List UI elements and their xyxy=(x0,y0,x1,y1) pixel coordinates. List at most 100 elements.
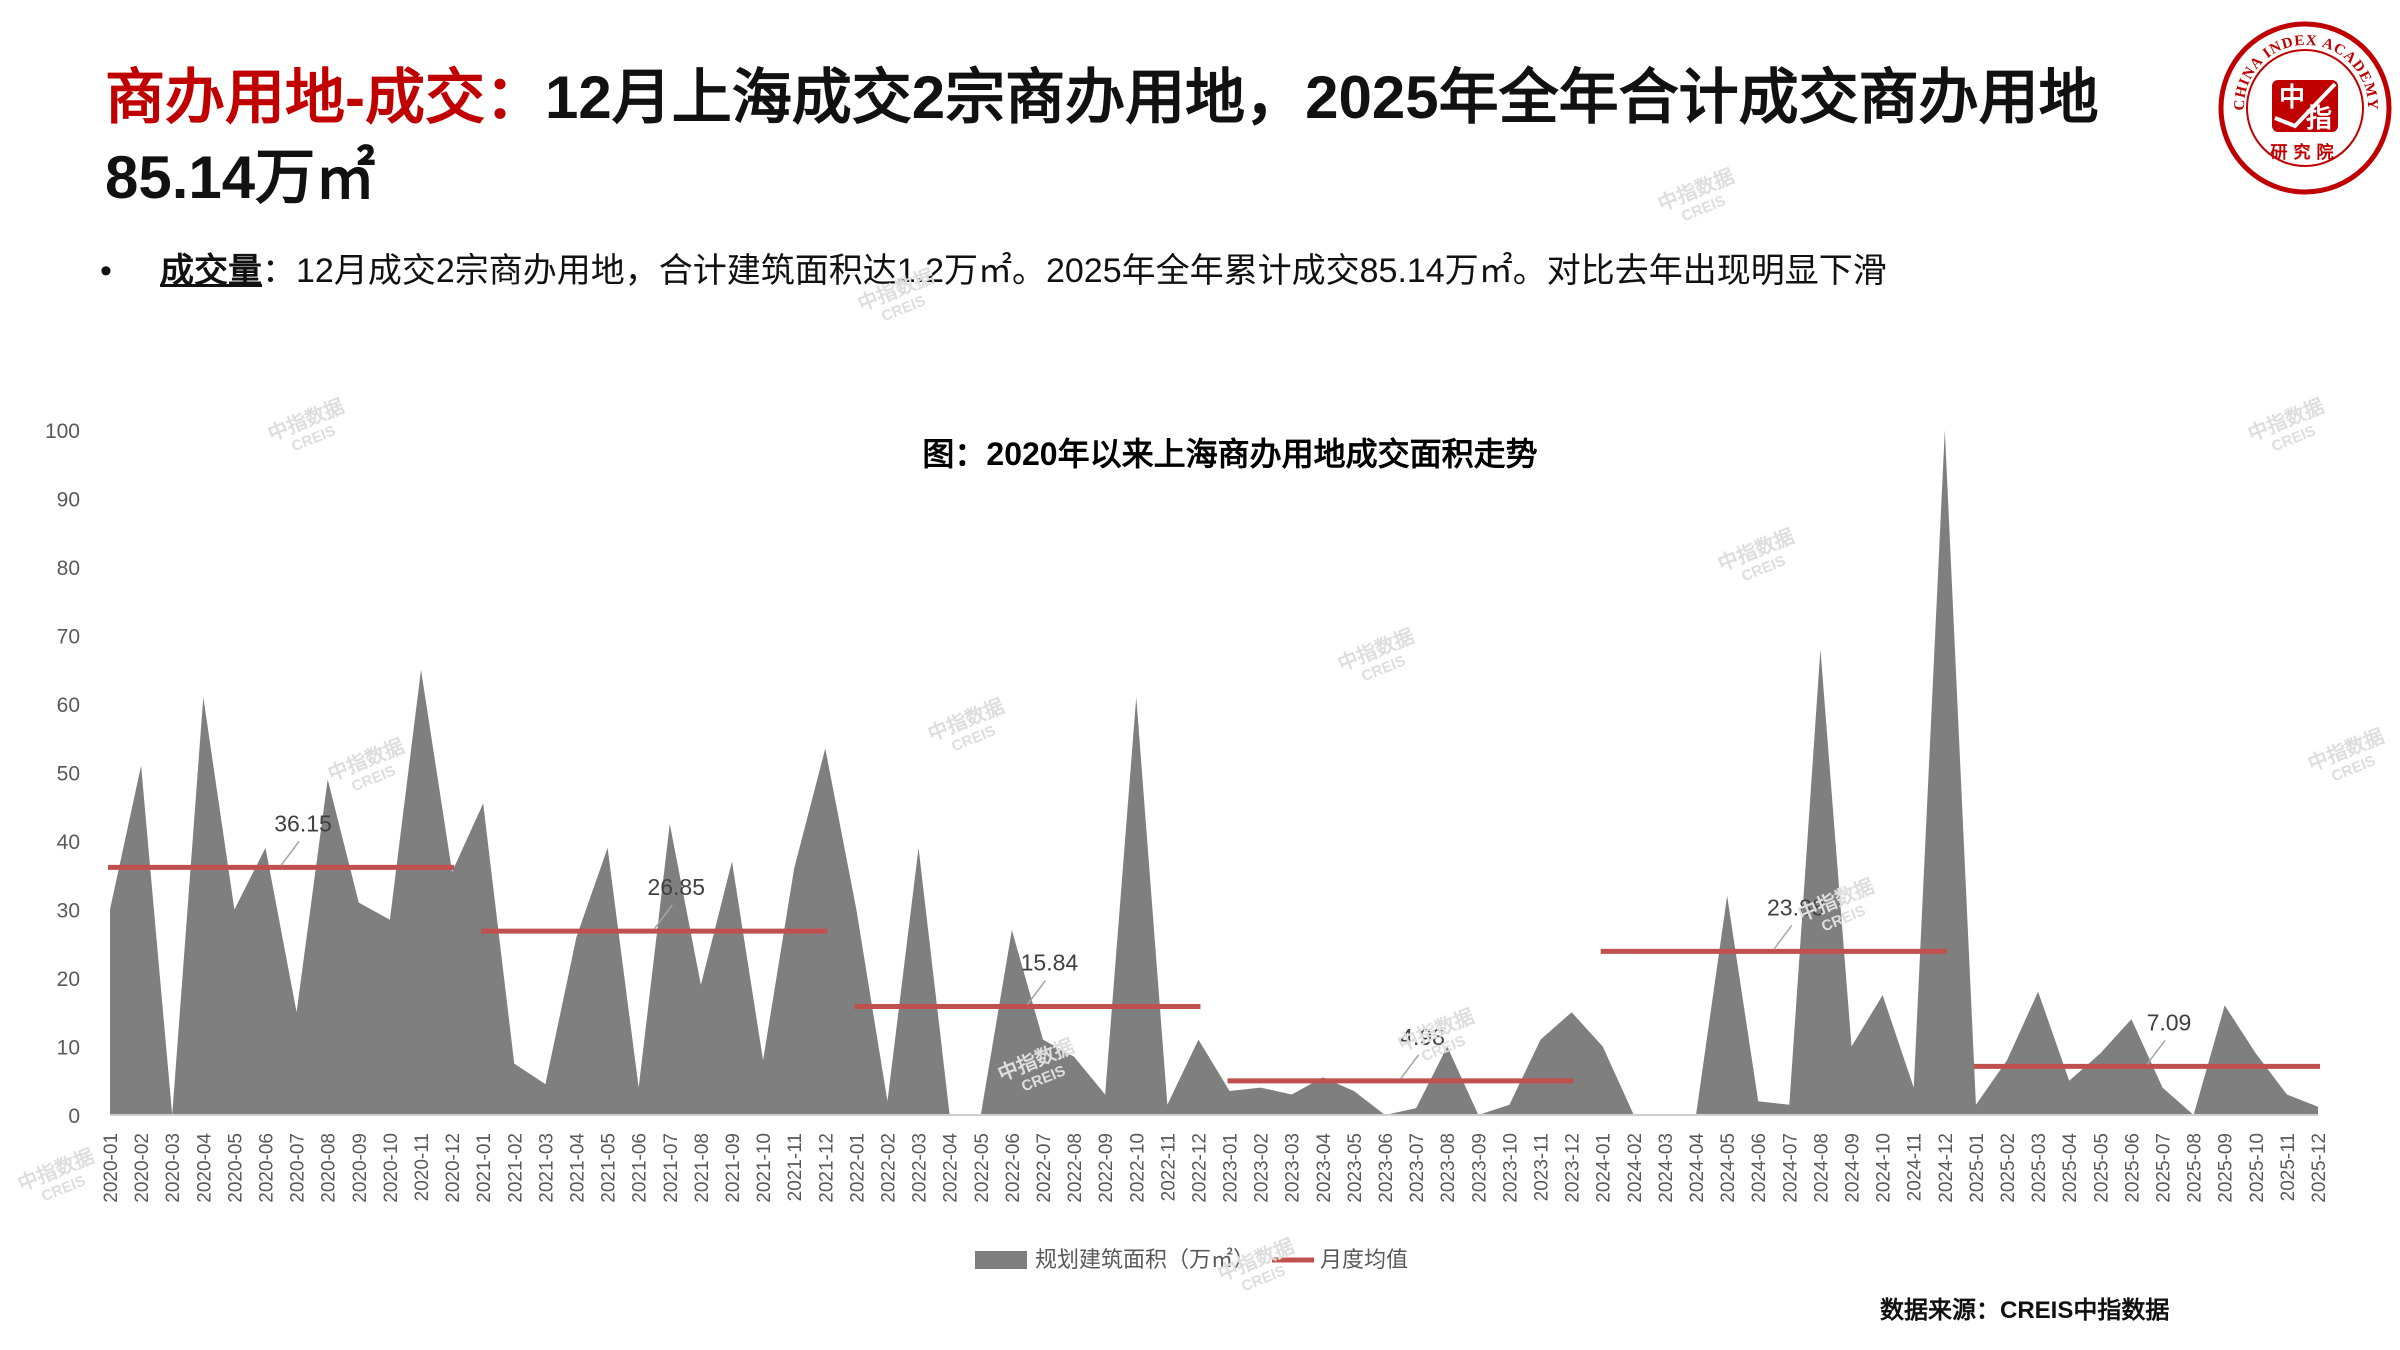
x-tick-label: 2022-01 xyxy=(847,1133,868,1203)
x-tick-label: 2022-07 xyxy=(1034,1133,1055,1203)
x-tick-label: 2020-11 xyxy=(412,1133,433,1201)
x-tick-label: 2023-03 xyxy=(1283,1133,1304,1203)
x-tick-label: 2022-10 xyxy=(1127,1133,1148,1203)
x-tick-label: 2022-02 xyxy=(878,1133,899,1203)
x-tick-label: 2021-05 xyxy=(599,1133,620,1203)
x-tick-label: 2020-09 xyxy=(350,1133,371,1203)
x-tick-label: 2024-07 xyxy=(1780,1133,1801,1203)
x-tick-label: 2025-07 xyxy=(2154,1133,2175,1203)
average-data-label: 15.84 xyxy=(1021,949,1079,975)
y-tick-label: 10 xyxy=(57,1037,80,1060)
legend-label-average: 月度均值 xyxy=(1320,1247,1408,1272)
x-tick-label: 2024-11 xyxy=(1905,1133,1926,1201)
x-tick-label: 2025-12 xyxy=(2309,1133,2330,1203)
x-tick-label: 2022-08 xyxy=(1065,1133,1086,1203)
x-tick-label: 2023-10 xyxy=(1500,1133,1521,1203)
x-tick-label: 2021-09 xyxy=(723,1133,744,1203)
data-label-leader xyxy=(653,904,673,930)
title-text: 12月上海成交2宗商办用地，2025年全年合计成交商办用地85.14万㎡ xyxy=(105,64,2099,211)
x-tick-label: 2022-03 xyxy=(910,1133,931,1203)
legend-label-area: 规划建筑面积（万㎡） xyxy=(1035,1247,1255,1272)
y-tick-label: 70 xyxy=(57,626,80,649)
x-tick-label: 2025-11 xyxy=(2278,1133,2299,1201)
x-tick-label: 2024-04 xyxy=(1687,1133,1708,1203)
title-highlight: 商办用地-成交： xyxy=(105,64,545,131)
x-tick-label: 2023-07 xyxy=(1407,1133,1428,1203)
y-tick-label: 100 xyxy=(45,420,80,443)
area-series-planned-floor-area xyxy=(110,430,2318,1115)
x-tick-label: 2024-06 xyxy=(1749,1133,1770,1203)
x-tick-label: 2025-10 xyxy=(2247,1133,2268,1203)
summary-term: 成交量 xyxy=(160,252,262,290)
chart-title: 图：2020年以来上海商办用地成交面积走势 xyxy=(922,436,1537,472)
average-data-label: 36.15 xyxy=(274,810,332,836)
y-tick-label: 30 xyxy=(57,900,80,923)
x-tick-label: 2022-06 xyxy=(1003,1133,1024,1203)
data-label-leader xyxy=(2146,1039,2166,1065)
x-tick-label: 2024-03 xyxy=(1656,1133,1677,1203)
x-tick-label: 2021-03 xyxy=(536,1133,557,1203)
area-chart: 图：2020年以来上海商办用地成交面积走势 0 10 20 30 40 50 60 70 80 90… xyxy=(45,420,2330,1272)
x-tick-label: 2023-09 xyxy=(1469,1133,1490,1203)
x-tick-label: 2023-06 xyxy=(1376,1133,1397,1203)
x-tick-label: 2020-03 xyxy=(163,1133,184,1203)
x-tick-label: 2021-02 xyxy=(505,1133,526,1203)
academy-logo: CHINA INDEX ACADEMY 中 指 研究院 xyxy=(2218,21,2392,195)
logo-char-2: 指 xyxy=(2306,103,2332,133)
x-tick-label: 2020-01 xyxy=(101,1133,122,1203)
x-tick-label: 2023-05 xyxy=(1345,1133,1366,1203)
bullet-dot: • xyxy=(100,252,112,290)
average-data-label: 7.09 xyxy=(2147,1009,2192,1035)
logo-char-1: 中 xyxy=(2279,82,2305,112)
y-tick-label: 60 xyxy=(57,694,80,717)
x-tick-label: 2025-09 xyxy=(2216,1133,2237,1203)
y-tick-label: 90 xyxy=(57,489,80,512)
x-tick-label: 2021-10 xyxy=(754,1133,775,1203)
x-tick-label: 2024-01 xyxy=(1594,1133,1615,1203)
x-tick-label: 2022-05 xyxy=(972,1133,993,1203)
x-tick-label: 2022-04 xyxy=(941,1133,962,1203)
data-label-leader xyxy=(1026,980,1047,1005)
x-tick-label: 2024-08 xyxy=(1811,1133,1832,1203)
x-tick-label: 2021-04 xyxy=(567,1133,588,1203)
y-tick-label: 40 xyxy=(57,831,80,854)
x-tick-label: 2025-03 xyxy=(2029,1133,2050,1203)
summary-bullet: • 成交量：12月成交2宗商办用地，合计建筑面积达1.2万㎡。2025年全年累计成… xyxy=(100,247,1887,295)
x-tick-label: 2025-06 xyxy=(2122,1133,2143,1203)
x-tick-label: 2020-04 xyxy=(194,1133,215,1203)
logo-bottom-text: 研究院 xyxy=(2271,142,2340,162)
x-tick-label: 2024-12 xyxy=(1936,1133,1957,1203)
x-tick-label: 2023-02 xyxy=(1252,1133,1273,1203)
y-tick-label: 80 xyxy=(57,557,80,580)
x-tick-label: 2022-11 xyxy=(1158,1133,1179,1201)
x-tick-label: 2022-09 xyxy=(1096,1133,1117,1203)
x-tick-label: 2024-09 xyxy=(1843,1133,1864,1203)
x-tick-label: 2025-08 xyxy=(2185,1133,2206,1203)
x-tick-label: 2020-08 xyxy=(319,1133,340,1203)
summary-text: ：12月成交2宗商办用地，合计建筑面积达1.2万㎡。2025年全年累计成交85.… xyxy=(262,252,1887,290)
x-tick-label: 2025-05 xyxy=(2091,1133,2112,1203)
y-tick-label: 0 xyxy=(68,1105,80,1128)
x-tick-label: 2023-08 xyxy=(1438,1133,1459,1203)
x-tick-label: 2020-10 xyxy=(381,1133,402,1203)
x-tick-label: 2021-01 xyxy=(474,1133,495,1203)
x-tick-label: 2025-04 xyxy=(2060,1133,2081,1203)
data-source: 数据来源：CREIS中指数据 xyxy=(1880,1297,2170,1324)
y-tick-label: 50 xyxy=(57,763,80,786)
x-tick-label: 2021-06 xyxy=(630,1133,651,1203)
average-data-label: 4.98 xyxy=(1400,1024,1445,1050)
x-tick-label: 2022-12 xyxy=(1189,1133,1210,1203)
data-label-leader xyxy=(280,840,300,866)
x-tick-label: 2024-05 xyxy=(1718,1133,1739,1203)
x-tick-label: 2020-12 xyxy=(443,1133,464,1203)
x-tick-label: 2020-07 xyxy=(288,1133,309,1203)
x-tick-label: 2023-11 xyxy=(1532,1133,1553,1201)
legend-swatch-area xyxy=(975,1251,1027,1269)
x-tick-label: 2025-02 xyxy=(1998,1133,2019,1203)
x-tick-label: 2020-06 xyxy=(256,1133,277,1203)
x-tick-label: 2023-01 xyxy=(1221,1133,1242,1203)
x-tick-label: 2023-12 xyxy=(1563,1133,1584,1203)
x-tick-label: 2025-01 xyxy=(1967,1133,1988,1203)
x-tick-label: 2024-10 xyxy=(1874,1133,1895,1203)
data-label-leader xyxy=(1773,924,1793,950)
